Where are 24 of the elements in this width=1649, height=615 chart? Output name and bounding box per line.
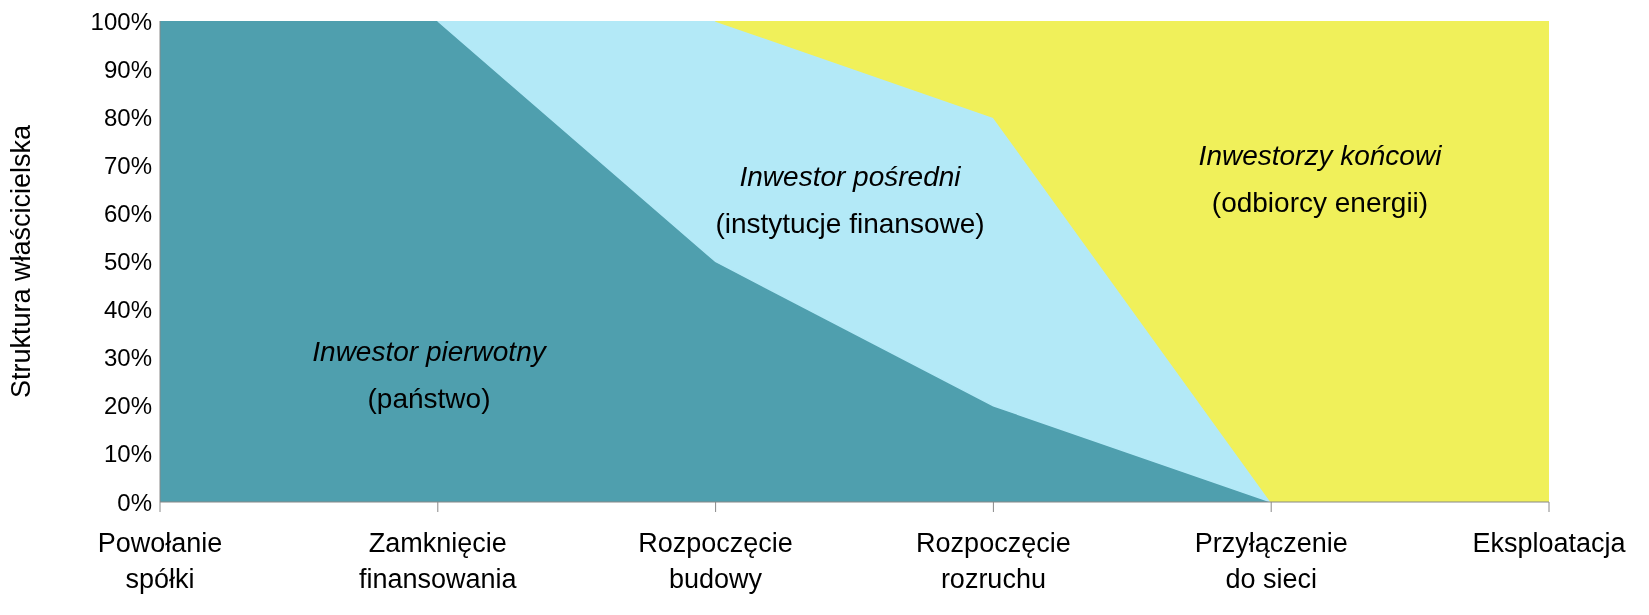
y-tick-label: 70%	[103, 151, 152, 179]
y-tick-label: 0%	[117, 488, 152, 516]
y-tick-label: 40%	[103, 296, 152, 324]
y-tick-label: 90%	[103, 55, 152, 83]
y-tick-label: 30%	[103, 344, 152, 372]
y-tick-label: 50%	[103, 248, 152, 276]
x-tick-label: Rozpoczęcie budowy	[638, 528, 793, 594]
y-tick-label: 10%	[103, 440, 152, 468]
annotation: (instytucje finansowe)	[714, 207, 986, 241]
y-tick-label: 100%	[90, 7, 152, 35]
x-tick-label: Przyłączenie do sieci	[1194, 528, 1348, 594]
annotation: (państwo)	[366, 382, 492, 416]
x-tick-label: Zamknięcie finansowania	[358, 528, 518, 594]
y-tick-label: 60%	[103, 199, 152, 227]
x-tick-label: Eksploatacja	[1472, 528, 1627, 558]
series-label: Inwestorzy końcowi	[1197, 139, 1443, 173]
series-label: Inwestor pośredni	[738, 160, 962, 194]
y-axis-title: Struktura właścicielska	[5, 123, 36, 399]
x-tick-label: Powołanie spółki	[97, 528, 223, 594]
y-tick-label: 80%	[103, 103, 152, 131]
y-tick-label: 20%	[103, 392, 152, 420]
series-label: Inwestor pierwotny	[311, 335, 548, 369]
x-tick-label: Rozpoczęcie rozruchu	[916, 528, 1071, 594]
annotation: (odbiorcy energii)	[1210, 186, 1430, 220]
